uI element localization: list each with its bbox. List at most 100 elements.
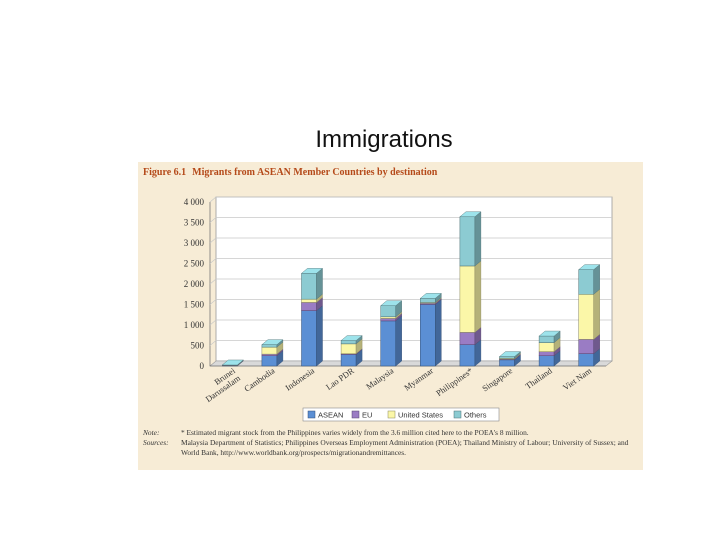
figure-notes: Note: * Estimated migrant stock from the… — [143, 428, 639, 458]
bar-front — [499, 356, 515, 359]
y-tick-label: 2 000 — [184, 279, 205, 289]
bar-top — [419, 293, 442, 299]
gridline-depth — [209, 217, 217, 223]
figure-panel: Figure 6.1 Migrants from ASEAN Member Cou… — [138, 162, 643, 470]
bar-front — [459, 332, 476, 345]
bar-segment-united-states — [578, 288, 600, 340]
bar-front — [380, 305, 396, 318]
x-category-label: Indonesia — [283, 365, 316, 392]
x-category-label: BruneiDarussalam — [198, 365, 242, 404]
bar-top — [380, 300, 403, 306]
slide-title: Immigrations — [315, 126, 453, 153]
bar-side — [395, 315, 402, 367]
bar-top — [261, 339, 284, 345]
gridline-depth — [209, 237, 217, 244]
bar-top — [340, 335, 363, 341]
y-tick-label: 1 000 — [184, 320, 205, 330]
bar-front — [420, 298, 436, 303]
x-category-label: Viet Nam — [561, 365, 594, 392]
bar-front — [261, 344, 278, 348]
bar-front — [578, 269, 594, 295]
legend-swatch — [351, 410, 360, 419]
bar-top — [300, 268, 324, 274]
x-category-label: Singapore — [480, 365, 514, 393]
gridline-depth — [209, 299, 217, 305]
bar-front — [301, 302, 317, 311]
bar-top — [578, 264, 601, 270]
bar-front — [538, 335, 555, 343]
note-label: Note: — [143, 428, 160, 437]
gridline-depth — [209, 196, 217, 203]
y-tick-label: 500 — [191, 341, 205, 351]
bar-front — [261, 346, 278, 355]
bar-front — [301, 298, 317, 303]
gridline-depth — [209, 340, 217, 346]
bar-segment-eu — [380, 313, 402, 322]
y-tick-label: 2 500 — [184, 259, 205, 269]
y-tick-label: 3 500 — [184, 218, 205, 228]
bar-front — [538, 342, 555, 352]
bar-segment-asean — [301, 305, 323, 367]
bar-front — [459, 344, 476, 367]
bar-top — [459, 211, 482, 217]
bar-front — [340, 340, 357, 345]
y-tick-label: 4 000 — [184, 197, 205, 207]
bar-segment-asean — [380, 315, 402, 367]
bar-front — [578, 353, 594, 367]
bar-segment-eu — [578, 333, 600, 355]
bar-side — [474, 211, 482, 267]
bar-front — [301, 273, 317, 300]
sources-row: Sources: Malaysia Department of Statisti… — [143, 438, 639, 458]
note-text: * Estimated migrant stock from the Phili… — [181, 428, 529, 437]
legend-label: ASEAN — [318, 411, 343, 420]
y-tick-label: 3 000 — [184, 238, 205, 248]
gridline-depth — [209, 319, 217, 326]
y-tick-label: 1 500 — [184, 300, 205, 310]
bar-front — [380, 320, 396, 367]
bar-top — [498, 351, 522, 357]
bar-side — [316, 305, 323, 367]
figure-caption: Figure 6.1 Migrants from ASEAN Member Cou… — [143, 167, 437, 178]
legend-swatch — [387, 410, 396, 419]
bar-front — [459, 265, 476, 333]
x-category-label: Lao PDR — [324, 365, 356, 392]
bar-side — [474, 260, 482, 333]
bar-top — [538, 330, 561, 337]
bar-segment-others — [459, 211, 482, 267]
x-category-label: Philippines* — [434, 365, 475, 398]
bar-front — [578, 294, 594, 340]
bar-front — [420, 304, 436, 367]
bar-segment-eu — [459, 326, 482, 346]
bar-side — [435, 299, 442, 367]
bar-segment-others — [301, 267, 323, 300]
bar-segment-others — [380, 300, 402, 318]
x-category-label: Thailand — [523, 365, 554, 391]
figure-caption-text: Migrants from ASEAN Member Countries by … — [192, 167, 438, 178]
bar-front — [261, 355, 278, 367]
bar-front — [380, 318, 396, 322]
sources-text: Malaysia Department of Statistics; Phili… — [181, 438, 629, 457]
bar-front — [538, 351, 555, 356]
legend-swatch — [453, 410, 462, 419]
note-row: Note: * Estimated migrant stock from the… — [143, 428, 639, 438]
legend-label: Others — [464, 411, 487, 420]
bar-front — [459, 216, 476, 267]
x-category-label: Myanmar — [402, 365, 435, 392]
bar-front — [538, 355, 555, 367]
bar-side — [593, 288, 600, 340]
bar-side — [316, 267, 323, 300]
figure-number: Figure 6.1 — [143, 167, 187, 178]
bar-segment-united-states — [459, 260, 482, 333]
bar-segment-asean — [578, 348, 600, 367]
sources-label: Sources: — [143, 438, 169, 447]
bar-front — [301, 310, 317, 367]
gridline-depth — [209, 258, 217, 264]
x-category-label: Malaysia — [364, 365, 395, 391]
bar-front — [499, 359, 515, 367]
x-category-label: Cambodia — [242, 365, 277, 393]
bar-front — [340, 343, 357, 354]
legend-label: United States — [398, 411, 443, 420]
y-tick-label: 0 — [200, 361, 205, 371]
bar-segment-asean — [420, 299, 442, 367]
